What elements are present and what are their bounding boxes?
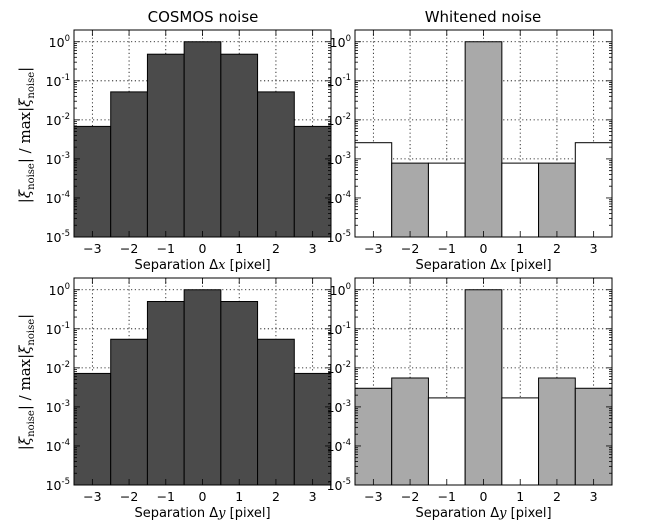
bar	[464, 289, 503, 486]
x-tick-label: 3	[590, 241, 598, 256]
y-tick-label: 100	[49, 282, 70, 298]
x-tick-label: 3	[590, 489, 598, 504]
panel-whitened-x: 10-5 10-4 10-3 10-2 10-1 100 −3 −2 −1 0 1 2 3 Separat…	[327, 29, 613, 273]
x-tick-label: −1	[157, 489, 175, 504]
panel-cosmos-y: 10-5 10-4 10-3 10-2 10-1 100 −3 −2 −1 0 1 2 3 Separat…	[46, 277, 332, 521]
x-tick-label: −2	[120, 241, 138, 256]
x-tick-label: −2	[401, 489, 419, 504]
bar	[354, 387, 393, 486]
x-tick-label: −1	[438, 241, 456, 256]
column-title-cosmos: COSMOS noise	[148, 8, 259, 26]
bar	[293, 125, 332, 238]
bar	[427, 397, 466, 486]
bar	[464, 41, 503, 238]
x-tick-label: 0	[199, 489, 207, 504]
bar	[427, 162, 466, 238]
panel-whitened-y: 10-5 10-4 10-3 10-2 10-1 100 −3 −2 −1 0 1 2 3 Separat…	[327, 277, 613, 521]
y-tick-label: 10-4	[46, 190, 70, 206]
column-title-whitened: Whitened noise	[425, 8, 542, 26]
bar	[146, 301, 185, 486]
y-tick-label: 10-3	[46, 399, 70, 415]
bar	[183, 289, 222, 486]
x-tick-label: −3	[364, 241, 382, 256]
x-tick-label: −3	[83, 489, 101, 504]
x-axis-label: Separation Δx [pixel]	[415, 258, 551, 273]
x-tick-label: 0	[480, 241, 488, 256]
x-tick-label: −3	[83, 241, 101, 256]
x-tick-label: 3	[309, 489, 317, 504]
y-tick-label: 100	[330, 282, 351, 298]
x-tick-label: 0	[480, 489, 488, 504]
x-tick-label: −1	[157, 241, 175, 256]
y-axis-label-top: |ξnoise| / max|ξnoise|	[16, 67, 37, 203]
x-tick-label: 2	[553, 241, 561, 256]
bar	[293, 372, 332, 486]
bar	[354, 142, 393, 238]
panel-cosmos-x: 10-5 10-4 10-3 10-2 10-1 100 −3 −2 −1 0 1 2 3 Separat…	[46, 29, 332, 273]
x-tick-label: 1	[516, 241, 524, 256]
bar	[220, 301, 259, 486]
bar	[391, 162, 429, 238]
bar	[146, 53, 185, 238]
bar	[257, 91, 295, 238]
y-tick-label: 10-2	[46, 360, 70, 376]
y-tick-label: 10-5	[327, 229, 351, 245]
y-tick-label: 10-4	[327, 438, 351, 454]
bar	[183, 41, 222, 238]
y-tick-label: 100	[330, 34, 351, 50]
x-axis-label: Separation Δx [pixel]	[134, 258, 270, 273]
bar	[574, 387, 613, 486]
x-tick-label: 0	[199, 241, 207, 256]
y-tick-label: 10-2	[327, 112, 351, 128]
x-tick-label: 2	[272, 489, 280, 504]
x-tick-label: 1	[235, 241, 243, 256]
y-tick-label: 10-4	[46, 438, 70, 454]
y-tick-label: 10-1	[327, 321, 351, 337]
y-tick-label: 10-3	[327, 151, 351, 167]
bar	[538, 377, 576, 486]
y-tick-label: 10-2	[327, 360, 351, 376]
x-axis-label: Separation Δy [pixel]	[134, 506, 270, 521]
x-tick-label: −3	[364, 489, 382, 504]
y-tick-label: 10-3	[46, 151, 70, 167]
bar	[73, 125, 112, 238]
y-axis-label-bottom: |ξnoise| / max|ξnoise|	[16, 314, 37, 450]
x-tick-label: 1	[516, 489, 524, 504]
x-tick-label: −2	[120, 489, 138, 504]
bar	[220, 53, 259, 238]
bar	[501, 397, 540, 486]
y-tick-label: 100	[49, 34, 70, 50]
x-tick-label: 2	[272, 241, 280, 256]
y-tick-label: 10-5	[46, 477, 70, 493]
x-tick-label: 3	[309, 241, 317, 256]
bar	[73, 372, 112, 486]
x-axis-label: Separation Δy [pixel]	[415, 506, 551, 521]
bar	[110, 338, 148, 486]
bar	[574, 142, 613, 238]
y-tick-label: 10-1	[327, 73, 351, 89]
x-tick-label: 1	[235, 489, 243, 504]
bar	[538, 162, 576, 238]
x-tick-label: 2	[553, 489, 561, 504]
y-tick-label: 10-2	[46, 112, 70, 128]
x-tick-label: −1	[438, 489, 456, 504]
y-tick-label: 10-3	[327, 399, 351, 415]
y-tick-label: 10-1	[46, 321, 70, 337]
y-tick-label: 10-1	[46, 73, 70, 89]
y-tick-label: 10-4	[327, 190, 351, 206]
x-tick-label: −2	[401, 241, 419, 256]
y-tick-label: 10-5	[46, 229, 70, 245]
bar	[391, 377, 429, 486]
bar	[110, 91, 148, 238]
bar	[257, 338, 295, 486]
y-tick-label: 10-5	[327, 477, 351, 493]
bar	[501, 162, 540, 238]
